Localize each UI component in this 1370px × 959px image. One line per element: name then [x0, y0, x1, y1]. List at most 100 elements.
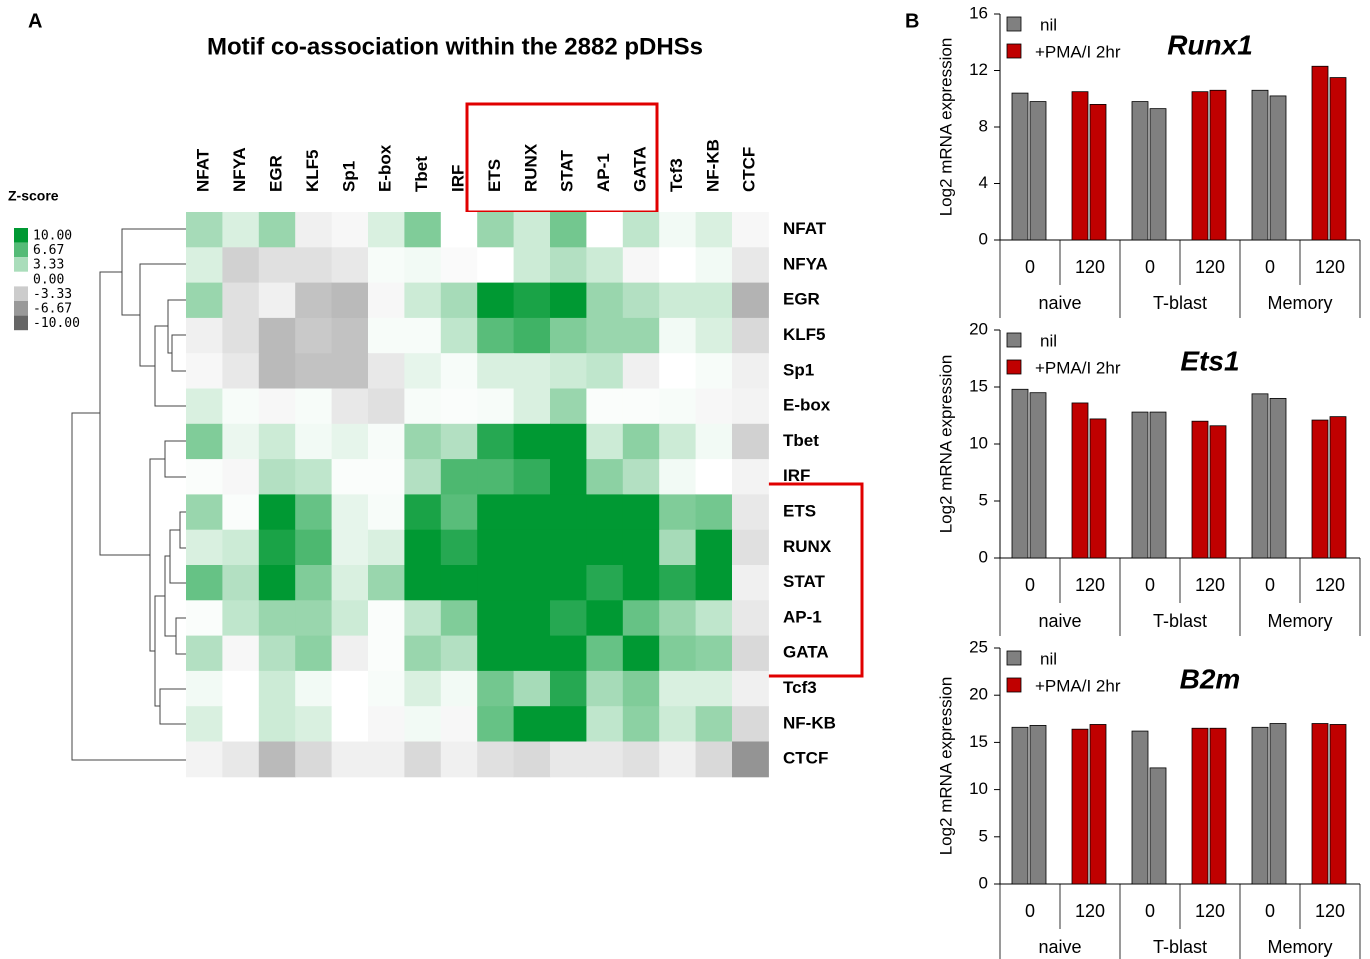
heatmap-cell — [586, 600, 624, 637]
bar — [1209, 89, 1227, 241]
heatmap-cell — [258, 600, 296, 637]
heatmap-cell — [659, 494, 697, 531]
chart-title: Ets1 — [1180, 345, 1239, 376]
heatmap-cell — [331, 282, 369, 319]
heatmap-cell — [513, 317, 551, 354]
group-label: naive — [1038, 611, 1081, 631]
heatmap-cell — [222, 529, 260, 566]
heatmap-cell — [477, 565, 515, 601]
bar — [1011, 92, 1029, 241]
heatmap-cell — [659, 600, 697, 637]
heatmap-cell — [404, 600, 442, 637]
heatmap-cell — [440, 423, 478, 460]
heatmap-cell — [695, 494, 733, 531]
legend-swatch — [1006, 16, 1022, 32]
heatmap-cell — [732, 706, 769, 742]
column-label: NFAT — [194, 148, 213, 192]
row-label: Tcf3 — [783, 678, 817, 697]
y-tick-label: 20 — [969, 685, 988, 704]
heatmap-cell — [622, 282, 660, 319]
heatmap-cell — [368, 706, 405, 742]
row-label: AP-1 — [783, 607, 822, 626]
heatmap-cell — [331, 317, 369, 354]
heatmap-cell — [477, 600, 515, 637]
heatmap-cell — [550, 494, 587, 531]
row-label: KLF5 — [783, 325, 826, 344]
x-tick-label: 0 — [1265, 575, 1275, 595]
heatmap-cell — [222, 635, 260, 672]
y-tick-label: 0 — [979, 873, 988, 892]
heatmap-cell — [477, 212, 515, 248]
heatmap-cell — [477, 282, 515, 319]
legend-label: nil — [1040, 331, 1057, 350]
heatmap-cell — [513, 247, 551, 284]
group-label: Memory — [1267, 293, 1332, 313]
heatmap-cell — [331, 247, 369, 284]
bar — [1089, 418, 1107, 559]
bar — [1149, 108, 1167, 241]
bar — [1329, 724, 1347, 885]
heatmap-cell — [222, 317, 260, 354]
heatmap-cell — [695, 282, 733, 319]
column-label: STAT — [558, 150, 577, 192]
heatmap-cell — [368, 212, 405, 248]
heatmap-cell — [477, 706, 515, 742]
bar — [1269, 723, 1287, 885]
heatmap-cell — [258, 741, 296, 778]
y-tick-label: 16 — [969, 3, 988, 22]
heatmap-cell — [513, 670, 551, 707]
chart-title: B2m — [1180, 663, 1241, 694]
heatmap-cell — [404, 670, 442, 707]
heatmap-cell — [186, 635, 223, 672]
heatmap-cell — [295, 741, 333, 778]
heatmap-cell — [550, 706, 587, 742]
heatmap-cell — [295, 635, 333, 672]
heatmap-cell — [477, 388, 515, 425]
heatmap-cell — [222, 247, 260, 284]
heatmap-cell — [331, 529, 369, 566]
x-tick-label: 120 — [1075, 575, 1105, 595]
heatmap-cell — [695, 423, 733, 460]
heatmap-cell — [513, 423, 551, 460]
heatmap-cell — [513, 282, 551, 319]
heatmap-cell — [440, 529, 478, 566]
legend-swatch — [1006, 43, 1022, 59]
heatmap-cell — [331, 494, 369, 531]
heatmap-cell — [550, 282, 587, 319]
bar — [1029, 392, 1047, 559]
heatmap-cell — [440, 600, 478, 637]
heatmap-cell — [295, 388, 333, 425]
y-axis-label: Log2 mRNA expression — [936, 677, 955, 856]
heatmap-cell — [258, 635, 296, 672]
heatmap-cell — [513, 494, 551, 531]
y-tick-label: 0 — [979, 547, 988, 566]
heatmap-cell — [368, 282, 405, 319]
heatmap-cell — [586, 212, 624, 248]
heatmap-cell — [659, 282, 697, 319]
heatmap-cell — [586, 423, 624, 460]
legend-swatch — [1006, 359, 1022, 375]
heatmap-cell — [622, 353, 660, 389]
heatmap-cell — [440, 317, 478, 354]
row-label: Sp1 — [783, 360, 814, 379]
heatmap-cell — [659, 388, 697, 425]
heatmap-cell — [404, 353, 442, 389]
heatmap-cell — [695, 706, 733, 742]
heatmap-cell — [368, 565, 405, 601]
heatmap-cell — [550, 388, 587, 425]
heatmap-cell — [513, 741, 551, 778]
heatmap-cell — [550, 565, 587, 601]
heatmap-cell — [258, 423, 296, 460]
heatmap-cell — [550, 670, 587, 707]
heatmap-cell — [186, 353, 223, 389]
heatmap-cell — [258, 282, 296, 319]
row-label: E-box — [783, 396, 831, 415]
heatmap-cell — [186, 247, 223, 284]
x-tick-label: 0 — [1145, 901, 1155, 921]
x-tick-label: 0 — [1265, 901, 1275, 921]
heatmap-cell — [622, 388, 660, 425]
heatmap-cell — [368, 670, 405, 707]
bar — [1131, 411, 1149, 559]
heatmap-cell — [440, 459, 478, 495]
group-label: T-blast — [1153, 937, 1207, 957]
